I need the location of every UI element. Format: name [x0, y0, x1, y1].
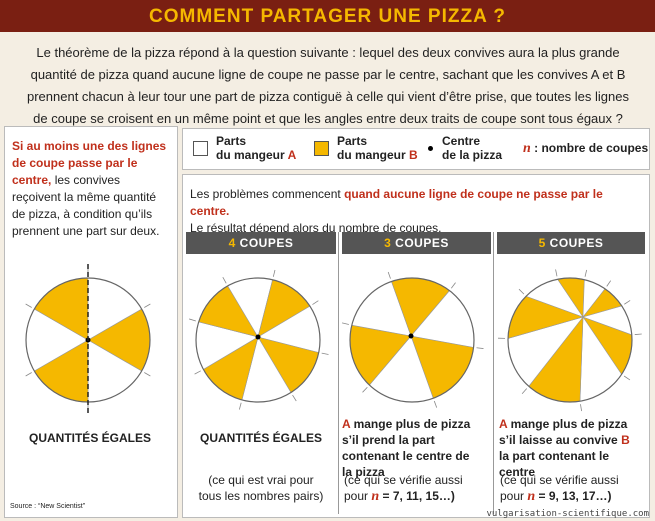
cut-tick	[606, 280, 612, 287]
text-highlight: Si au moins une des lignes de coupe pass…	[12, 139, 167, 187]
cut-tick	[272, 269, 276, 277]
divider	[338, 232, 339, 514]
text: (ce qui se vérifie aussi pour	[344, 473, 463, 503]
cut-tick	[476, 347, 484, 349]
cut-tick	[189, 318, 196, 322]
text: B	[409, 148, 418, 162]
text: Les problèmes commencent	[190, 187, 345, 201]
cut-tick	[450, 282, 456, 289]
cut-tick	[518, 288, 525, 295]
text: n	[527, 489, 536, 504]
text: les convives reçoivent la même quantité …	[12, 173, 160, 238]
cut-tick	[144, 372, 151, 377]
cut-tick	[387, 271, 391, 279]
cut-tick	[521, 388, 528, 395]
text: du mangeur	[337, 148, 410, 162]
text: Parts	[337, 134, 368, 148]
text: Le résultat dépend alors du nombre de co…	[190, 221, 442, 235]
cut-tick	[312, 300, 319, 305]
text: QUANTITÉS ÉGALES	[199, 431, 322, 445]
text: 4	[228, 236, 236, 250]
text: de la pizza	[442, 148, 503, 162]
divider	[493, 232, 494, 514]
title: COMMENT PARTAGER UNE PIZZA ?	[149, 6, 506, 27]
text: n	[371, 489, 380, 504]
cut-tick	[362, 386, 368, 393]
pizza-center	[408, 333, 414, 339]
legend-label: Centre de la pizza	[442, 134, 502, 162]
cut-tick	[341, 322, 349, 325]
cut-tick	[584, 269, 588, 277]
text: mange plus de pizza s’il prend la part c…	[342, 417, 471, 479]
legend-swatch	[193, 141, 208, 156]
cut-tick	[238, 402, 242, 410]
text: B	[621, 433, 630, 447]
text: (ce qui est vrai pour tous les nombres p…	[198, 473, 324, 503]
cut-tick	[433, 400, 438, 408]
text: = 7, 11, 15…)	[379, 489, 455, 503]
cut-tick	[194, 370, 201, 375]
cut-tick	[624, 300, 631, 305]
text: Parts	[216, 134, 247, 148]
source: Source : “New Scientist”	[10, 503, 86, 510]
cut-tick	[634, 333, 642, 335]
note: (ce qui est vrai pour tous les nombres p…	[196, 472, 326, 504]
text: COUPES	[235, 236, 294, 250]
result: A mange plus de pizza s’il prend la part…	[342, 416, 472, 480]
result: QUANTITÉS ÉGALES	[28, 431, 151, 445]
legend-label: Parts du mangeur B	[337, 134, 418, 162]
text: A	[499, 417, 508, 431]
legend-label: n : nombre de coupes	[523, 141, 648, 156]
text: : nombre de coupes	[530, 141, 649, 155]
column-header: 5 COUPES	[497, 232, 645, 254]
legend-swatch	[314, 141, 329, 156]
cut-tick	[580, 404, 582, 412]
pizza-edge	[349, 277, 475, 403]
title-bar	[0, 0, 655, 32]
result: A mange plus de pizza s’il laisse au con…	[499, 416, 639, 480]
legend-label: Parts du mangeur A	[216, 134, 296, 162]
cut-tick	[292, 394, 297, 402]
cut-tick	[144, 303, 151, 308]
text: n	[523, 141, 531, 156]
cut-tick	[222, 276, 227, 284]
column-header: 4 COUPES	[186, 232, 336, 254]
pizza-edge	[195, 277, 321, 403]
note: (ce qui se vérifie aussi pour n = 7, 11,…	[344, 472, 484, 505]
main-text: Les problèmes commencent quand aucune li…	[190, 186, 640, 237]
cut-tick	[623, 375, 631, 381]
text: (ce qui se vérifie aussi pour	[500, 473, 619, 503]
cut-tick	[25, 303, 32, 308]
cut-tick	[555, 269, 558, 277]
left-text: Si au moins une des lignes de coupe pass…	[12, 138, 172, 240]
text: du mangeur	[216, 148, 288, 162]
result: QUANTITÉS ÉGALES	[186, 430, 336, 446]
pizza-edge	[507, 277, 633, 403]
text: 3	[384, 236, 392, 250]
column-header: 3 COUPES	[342, 232, 491, 254]
text: COUPES	[391, 236, 449, 250]
text: la part contenant le centre	[499, 449, 610, 479]
legend	[182, 128, 650, 170]
text: = 9, 13, 17…)	[535, 489, 612, 503]
text: A	[342, 417, 351, 431]
text: A	[287, 148, 297, 162]
site: vulgarisation-scientifique.com	[486, 509, 649, 519]
text: mange plus de pizza s’il laisse au convi…	[499, 417, 628, 447]
text: COUPES	[545, 236, 604, 250]
note: (ce qui se vérifie aussi pour n = 9, 13,…	[500, 472, 640, 505]
text: 5	[538, 236, 546, 250]
cut-tick	[25, 372, 32, 377]
text: Centre	[442, 134, 481, 148]
cut-tick	[321, 352, 329, 355]
pizza-center	[255, 334, 261, 340]
legend-dot	[428, 146, 433, 151]
text-highlight: quand aucune ligne de coupe ne passe par…	[190, 187, 603, 218]
